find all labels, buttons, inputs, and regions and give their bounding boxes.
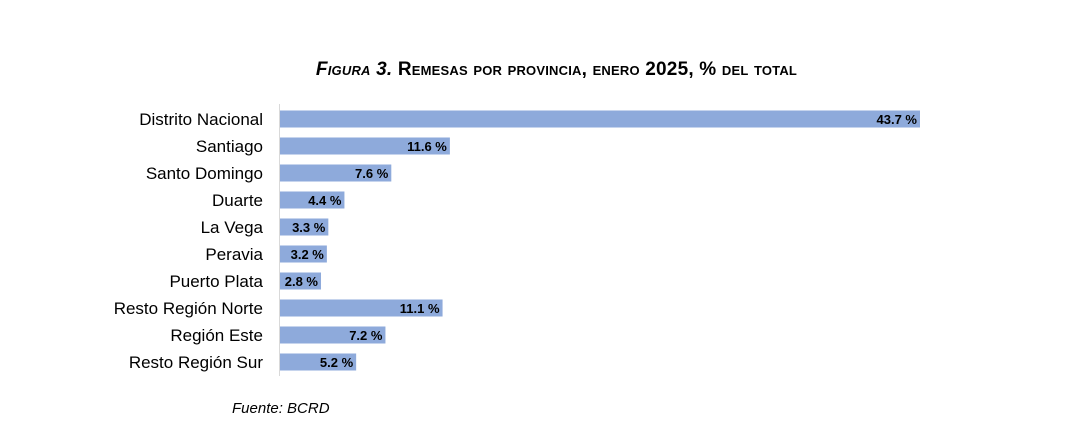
value-label-la-vega: 3.3 % (292, 220, 326, 235)
value-label-santiago: 11.6 % (407, 139, 447, 154)
value-label-resto-region-sur: 5.2 % (320, 355, 354, 370)
chart-title-text: Remesas por provincia, enero 2025, % del… (397, 59, 798, 80)
category-label-resto-region-norte: Resto Región Norte (114, 299, 263, 318)
bar-resto-region-sur (280, 353, 357, 371)
category-label-puerto-plata: Puerto Plata (169, 272, 263, 291)
value-label-distrito-nacional: 43.7 % (877, 112, 918, 127)
bar-la-vega (280, 218, 329, 236)
bar-peravia (280, 245, 327, 263)
bar-distrito-nacional (280, 110, 920, 128)
source-note: Fuente: BCRD (232, 400, 330, 417)
value-label-duarte: 4.4 % (308, 193, 342, 208)
value-label-region-este: 7.2 % (349, 328, 383, 343)
bar-resto-region-norte (280, 299, 443, 317)
bar-region-este (280, 326, 386, 344)
category-label-region-este: Región Este (170, 326, 263, 345)
chart-title-figure-number: Figura 3. (315, 59, 393, 80)
bar-duarte (280, 191, 345, 209)
bar-santo-domingo (280, 164, 392, 182)
category-label-distrito-nacional: Distrito Nacional (139, 110, 263, 129)
category-label-santo-domingo: Santo Domingo (146, 164, 263, 183)
bars-layer: Distrito Nacional 43.7 % Santiago 11.6 % San… (114, 110, 920, 372)
value-label-resto-region-norte: 11.1 % (400, 301, 440, 316)
chart-title: Figura 3. Remesas por provincia, enero 2… (0, 58, 1077, 82)
category-label-peravia: Peravia (205, 245, 263, 264)
value-label-puerto-plata: 2.8 % (285, 274, 319, 289)
category-label-resto-region-sur: Resto Región Sur (129, 353, 264, 372)
category-label-santiago: Santiago (196, 137, 263, 156)
bar-santiago (280, 137, 450, 155)
value-label-peravia: 3.2 % (291, 247, 325, 262)
category-label-la-vega: La Vega (201, 218, 264, 237)
value-label-santo-domingo: 7.6 % (355, 166, 389, 181)
bar-puerto-plata (280, 272, 322, 290)
category-label-duarte: Duarte (212, 191, 263, 210)
